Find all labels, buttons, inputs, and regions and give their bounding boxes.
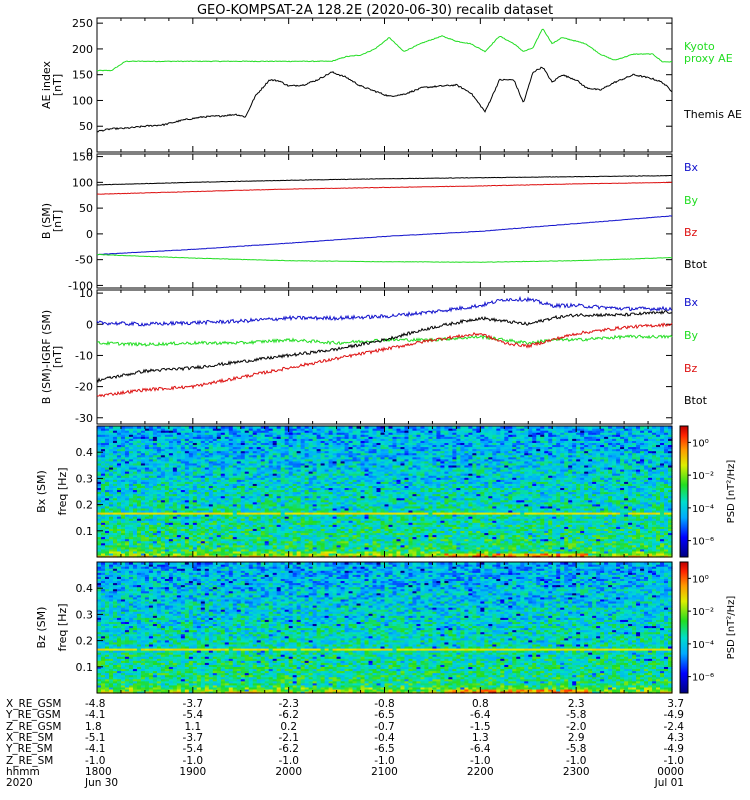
series-line-b_igrf-bx	[97, 298, 672, 326]
legend-ae-kyoto-proxy-ae-line2: proxy AE	[684, 52, 733, 65]
y-tick-label-2-0: -30	[75, 412, 93, 425]
y-tick-label-1-3: 50	[79, 202, 93, 215]
series-line-ae-kyoto-proxy-ae	[97, 29, 672, 71]
legend-b_igrf-bz: Bz	[684, 362, 698, 375]
y-tick-label-0-1: 50	[79, 120, 93, 133]
spectrogram-cells-spec_bx	[97, 426, 673, 558]
panel-frame-ae	[97, 18, 672, 152]
y-tick-label-1-2: 0	[86, 228, 93, 241]
series-line-ae-themis-ae	[97, 67, 672, 132]
legend-b_sm-btot: Btot	[684, 258, 708, 271]
y-tick-label-1-5: 150	[72, 151, 93, 164]
y-axis-unit-0: [nT]	[51, 74, 64, 96]
y-tick-label-2-1: -20	[75, 381, 93, 394]
series-line-b_sm-bx	[97, 216, 672, 255]
y-tick-label-1-1: -50	[75, 254, 93, 267]
y-axis-unit-1: [nT]	[51, 210, 64, 232]
panel-frame-b_igrf	[97, 290, 672, 424]
legend-b_igrf-by: By	[684, 329, 699, 342]
legend-b_igrf-btot: Btot	[684, 394, 708, 407]
legend-ae-themis-ae: Themis AE	[683, 108, 742, 121]
legend-b_sm-bz: Bz	[684, 226, 698, 239]
y-tick-label-2-2: -10	[75, 349, 93, 362]
legend-b_igrf-bx: Bx	[684, 296, 699, 309]
series-line-b_sm-bz	[97, 182, 672, 194]
panel-frame-b_sm	[97, 154, 672, 288]
series-line-b_igrf-btot	[97, 311, 672, 382]
y-tick-label-2-4: 10	[79, 287, 93, 300]
series-line-b_igrf-by	[97, 335, 672, 346]
y-tick-label-0-4: 200	[72, 43, 93, 56]
y-tick-label-1-4: 100	[72, 176, 93, 189]
y-tick-label-0-5: 250	[72, 17, 93, 30]
y-tick-label-2-3: 0	[86, 318, 93, 331]
y-tick-label-0-3: 150	[72, 69, 93, 82]
legend-b_sm-bx: Bx	[684, 161, 699, 174]
legend-b_sm-by: By	[684, 194, 699, 207]
chart-title: GEO-KOMPSAT-2A 128.2E (2020-06-30) recal…	[197, 3, 553, 18]
y-axis-unit-2: [nT]	[51, 346, 64, 368]
series-line-b_sm-by	[97, 254, 672, 262]
y-tick-label-0-2: 100	[72, 94, 93, 107]
series-line-b_igrf-bz	[97, 323, 672, 396]
